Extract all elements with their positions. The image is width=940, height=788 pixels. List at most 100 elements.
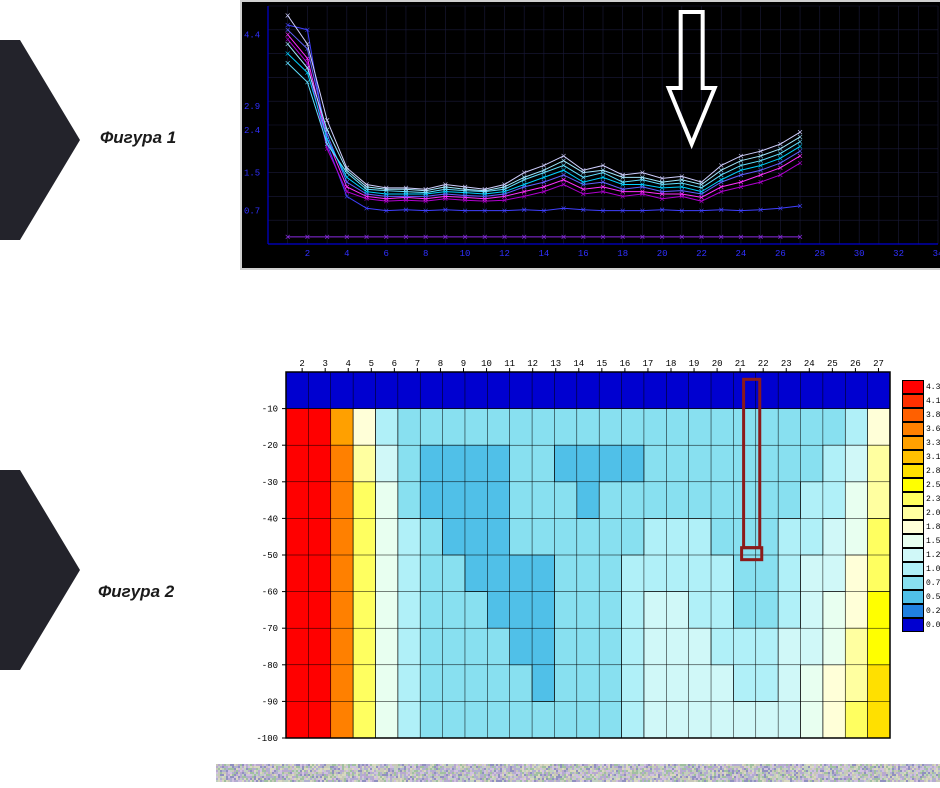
svg-text:25: 25	[827, 359, 838, 369]
svg-text:30: 30	[854, 249, 865, 259]
decor-arrow-shape	[0, 40, 80, 240]
svg-text:-80: -80	[262, 661, 278, 671]
legend-swatch	[902, 618, 924, 632]
svg-text:2.9: 2.9	[244, 102, 260, 112]
svg-text:10: 10	[481, 359, 492, 369]
svg-text:15: 15	[596, 359, 607, 369]
svg-text:-10: -10	[262, 405, 278, 415]
decor-arrow-shape	[0, 470, 80, 670]
legend-swatch	[902, 562, 924, 576]
svg-text:23: 23	[781, 359, 792, 369]
legend-value: 0.52	[926, 593, 940, 602]
legend-swatch	[902, 604, 924, 618]
legend-value: 3.61	[926, 425, 940, 434]
legend-swatch	[902, 478, 924, 492]
svg-text:22: 22	[758, 359, 769, 369]
legend-value: 1.03	[926, 565, 940, 574]
svg-text:8: 8	[423, 249, 428, 259]
svg-text:28: 28	[814, 249, 825, 259]
svg-text:12: 12	[527, 359, 538, 369]
svg-text:26: 26	[775, 249, 786, 259]
svg-text:2: 2	[299, 359, 304, 369]
legend-value: 0.00	[926, 621, 940, 630]
legend-value: 3.87	[926, 411, 940, 420]
legend-value: 3.35	[926, 439, 940, 448]
legend-value: 1.81	[926, 523, 940, 532]
svg-text:16: 16	[578, 249, 589, 259]
svg-text:24: 24	[736, 249, 747, 259]
svg-text:18: 18	[617, 249, 628, 259]
legend-value: 2.06	[926, 509, 940, 518]
svg-text:11: 11	[504, 359, 515, 369]
svg-text:14: 14	[573, 359, 584, 369]
svg-text:3: 3	[322, 359, 327, 369]
legend-value: 1.55	[926, 537, 940, 546]
svg-text:12: 12	[499, 249, 510, 259]
legend-swatch	[902, 548, 924, 562]
svg-text:-70: -70	[262, 624, 278, 634]
legend-value: 4.13	[926, 397, 940, 406]
svg-text:14: 14	[538, 249, 549, 259]
svg-text:34: 34	[933, 249, 940, 259]
decor-arrow-1	[0, 40, 80, 240]
legend-swatch	[902, 380, 924, 394]
noise-band	[216, 764, 940, 782]
legend-swatch	[902, 394, 924, 408]
figure1-label: Фигура 1	[100, 128, 176, 148]
legend-value: 2.84	[926, 467, 940, 476]
legend-value: 0.26	[926, 607, 940, 616]
svg-text:2.4: 2.4	[244, 126, 260, 136]
svg-text:5: 5	[369, 359, 374, 369]
legend-swatch	[902, 436, 924, 450]
svg-text:-90: -90	[262, 697, 278, 707]
svg-text:13: 13	[550, 359, 561, 369]
svg-text:7: 7	[415, 359, 420, 369]
legend-value: 1.29	[926, 551, 940, 560]
legend-value: 4.39	[926, 383, 940, 392]
svg-text:4: 4	[344, 249, 349, 259]
chart1-plot: 2468101214161820222426283032340.71.52.42…	[242, 2, 938, 268]
svg-text:26: 26	[850, 359, 861, 369]
svg-text:4.4: 4.4	[244, 31, 260, 41]
svg-text:16: 16	[619, 359, 630, 369]
svg-text:1.5: 1.5	[244, 169, 260, 179]
svg-text:20: 20	[712, 359, 723, 369]
svg-text:24: 24	[804, 359, 815, 369]
decor-arrow-2	[0, 470, 80, 670]
svg-text:8: 8	[438, 359, 443, 369]
legend-swatch	[902, 492, 924, 506]
svg-text:0.7: 0.7	[244, 207, 260, 217]
legend-value: 0.77	[926, 579, 940, 588]
svg-text:6: 6	[384, 249, 389, 259]
figure2-label: Фигура 2	[98, 582, 174, 602]
svg-text:-40: -40	[262, 514, 278, 524]
svg-text:32: 32	[893, 249, 904, 259]
svg-text:-50: -50	[262, 551, 278, 561]
svg-text:18: 18	[666, 359, 677, 369]
svg-text:-20: -20	[262, 441, 278, 451]
svg-text:22: 22	[696, 249, 707, 259]
chart1-container: 2468101214161820222426283032340.71.52.42…	[240, 0, 940, 270]
legend-swatch	[902, 464, 924, 478]
legend-swatch	[902, 506, 924, 520]
legend-value: 3.10	[926, 453, 940, 462]
svg-text:9: 9	[461, 359, 466, 369]
svg-text:19: 19	[689, 359, 700, 369]
legend-swatch	[902, 422, 924, 436]
svg-text:2: 2	[305, 249, 310, 259]
chart2-container: 2345678910111213141516171819202122232425…	[240, 350, 940, 750]
svg-text:-60: -60	[262, 588, 278, 598]
svg-text:-30: -30	[262, 478, 278, 488]
svg-text:17: 17	[643, 359, 654, 369]
legend-swatch	[902, 520, 924, 534]
legend-swatch	[902, 576, 924, 590]
svg-text:-100: -100	[256, 734, 278, 744]
legend-swatch	[902, 450, 924, 464]
svg-text:4: 4	[346, 359, 351, 369]
svg-text:21: 21	[735, 359, 746, 369]
svg-text:27: 27	[873, 359, 884, 369]
svg-text:10: 10	[460, 249, 471, 259]
svg-text:20: 20	[657, 249, 668, 259]
legend-swatch	[902, 534, 924, 548]
legend-swatch	[902, 590, 924, 604]
